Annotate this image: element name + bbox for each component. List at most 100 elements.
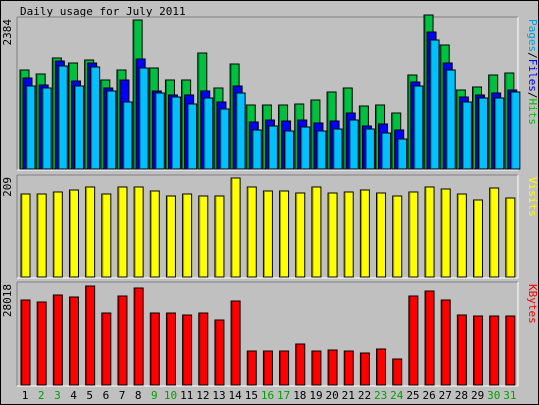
visits-bar-18: [295, 192, 306, 278]
panel-1-series-label: Visits: [526, 177, 539, 217]
visits-bar-17-fill: [279, 190, 290, 278]
visits-bar-11: [182, 193, 193, 278]
visits-bar-19-fill: [311, 186, 322, 278]
visits-bar-10: [165, 195, 176, 278]
pages-bar-28: [461, 101, 472, 170]
panel-0-series-label-part-0: Pages: [526, 19, 539, 52]
visits-bar-12: [198, 195, 209, 278]
kbytes-bar-22-fill: [359, 352, 370, 386]
kbytes-bar-2-fill: [36, 301, 47, 386]
day-label-5: 5: [86, 389, 93, 402]
kbytes-bar-20-fill: [327, 349, 338, 386]
pages-bar-26: [429, 39, 440, 170]
visits-bar-7-fill: [117, 186, 128, 278]
pages-bar-3-fill: [57, 65, 68, 170]
visits-bar-22: [359, 189, 370, 278]
pages-bar-7-fill: [122, 101, 133, 170]
kbytes-bar-23: [376, 348, 387, 386]
pages-bar-11-fill: [187, 103, 198, 170]
pages-bar-22: [364, 128, 375, 170]
kbytes-bar-23-fill: [376, 348, 387, 386]
kbytes-bar-14: [230, 300, 241, 386]
kbytes-bar-6-fill: [101, 312, 112, 386]
visits-bar-2-fill: [36, 193, 47, 278]
visits-bar-12-fill: [198, 195, 209, 278]
kbytes-bar-13: [214, 319, 225, 386]
kbytes-bar-5-fill: [85, 285, 96, 386]
visits-bar-19: [311, 186, 322, 278]
pages-bar-27: [445, 69, 456, 170]
kbytes-bar-19: [311, 350, 322, 386]
visits-bar-14-fill: [230, 177, 241, 278]
kbytes-bar-30: [489, 315, 500, 386]
kbytes-bar-24: [392, 358, 403, 386]
kbytes-bar-10-fill: [165, 312, 176, 386]
kbytes-bar-25-fill: [408, 295, 419, 386]
visits-bar-9-fill: [149, 190, 160, 278]
visits-bar-9: [149, 190, 160, 278]
visits-bar-24: [392, 195, 403, 278]
visits-bar-8: [133, 186, 144, 278]
panel-0-series-label: Pages/Files/Hits: [526, 19, 539, 125]
visits-bar-29-fill: [473, 199, 484, 278]
pages-bar-13: [219, 108, 230, 170]
kbytes-bar-15-fill: [246, 350, 257, 386]
visits-bar-1-fill: [20, 193, 31, 278]
visits-bar-23: [376, 192, 387, 278]
kbytes-bar-5: [85, 285, 96, 386]
kbytes-bar-26: [424, 290, 435, 386]
day-label-31: 31: [503, 389, 516, 402]
kbytes-bar-19-fill: [311, 350, 322, 386]
panel-1-series-label-part-0: Visits: [526, 177, 539, 217]
panel-0-series-label-part-1: /: [526, 52, 539, 59]
kbytes-bar-15: [246, 350, 257, 386]
pages-bar-18: [300, 126, 311, 170]
visits-bar-6-fill: [101, 193, 112, 278]
kbytes-bar-30-fill: [489, 315, 500, 386]
visits-bar-31-fill: [505, 197, 516, 278]
visits-bar-16-fill: [262, 190, 273, 278]
pages-bar-15-fill: [251, 129, 262, 170]
kbytes-bar-16: [262, 350, 273, 386]
kbytes-bar-14-fill: [230, 300, 241, 386]
visits-bar-8-fill: [133, 186, 144, 278]
visits-bar-10-fill: [165, 195, 176, 278]
pages-bar-29: [478, 97, 489, 170]
visits-bar-25: [408, 191, 419, 278]
pages-bar-21: [348, 119, 359, 170]
visits-bar-25-fill: [408, 191, 419, 278]
pages-bar-6-fill: [106, 90, 117, 170]
kbytes-bar-17: [279, 350, 290, 386]
day-label-23: 23: [374, 389, 387, 402]
visits-bar-26: [424, 186, 435, 278]
pages-bar-16-fill: [267, 125, 278, 170]
panel-2: [16, 281, 519, 387]
visits-bar-26-fill: [424, 186, 435, 278]
kbytes-bar-3: [52, 294, 63, 386]
pages-bar-7: [122, 101, 133, 170]
pages-bar-17-fill: [284, 130, 295, 170]
kbytes-bar-11: [182, 314, 193, 386]
day-label-13: 13: [212, 389, 225, 402]
day-label-4: 4: [70, 389, 77, 402]
day-label-20: 20: [326, 389, 339, 402]
pages-bar-29-fill: [478, 97, 489, 170]
pages-bar-31: [510, 91, 521, 170]
day-label-18: 18: [293, 389, 306, 402]
kbytes-bar-4: [68, 296, 79, 386]
kbytes-bar-1-fill: [20, 299, 31, 386]
x-axis-labels: 1 2 3 4 5 6 7 8 9 10 11 12 13 14 15 16 17 18 19 20 21 22 23 24 2…: [22, 389, 517, 402]
visits-bar-20: [327, 192, 338, 278]
kbytes-bar-13-fill: [214, 319, 225, 386]
pages-bar-8: [138, 67, 149, 170]
pages-bar-4: [73, 85, 84, 170]
visits-bar-13-fill: [214, 195, 225, 278]
kbytes-bar-6: [101, 312, 112, 386]
visits-bar-17: [279, 190, 290, 278]
visits-bar-1: [20, 193, 31, 278]
pages-bar-31-fill: [510, 91, 521, 170]
day-label-14: 14: [229, 389, 243, 402]
pages-bar-12-fill: [203, 97, 214, 170]
pages-bar-8-fill: [138, 67, 149, 170]
